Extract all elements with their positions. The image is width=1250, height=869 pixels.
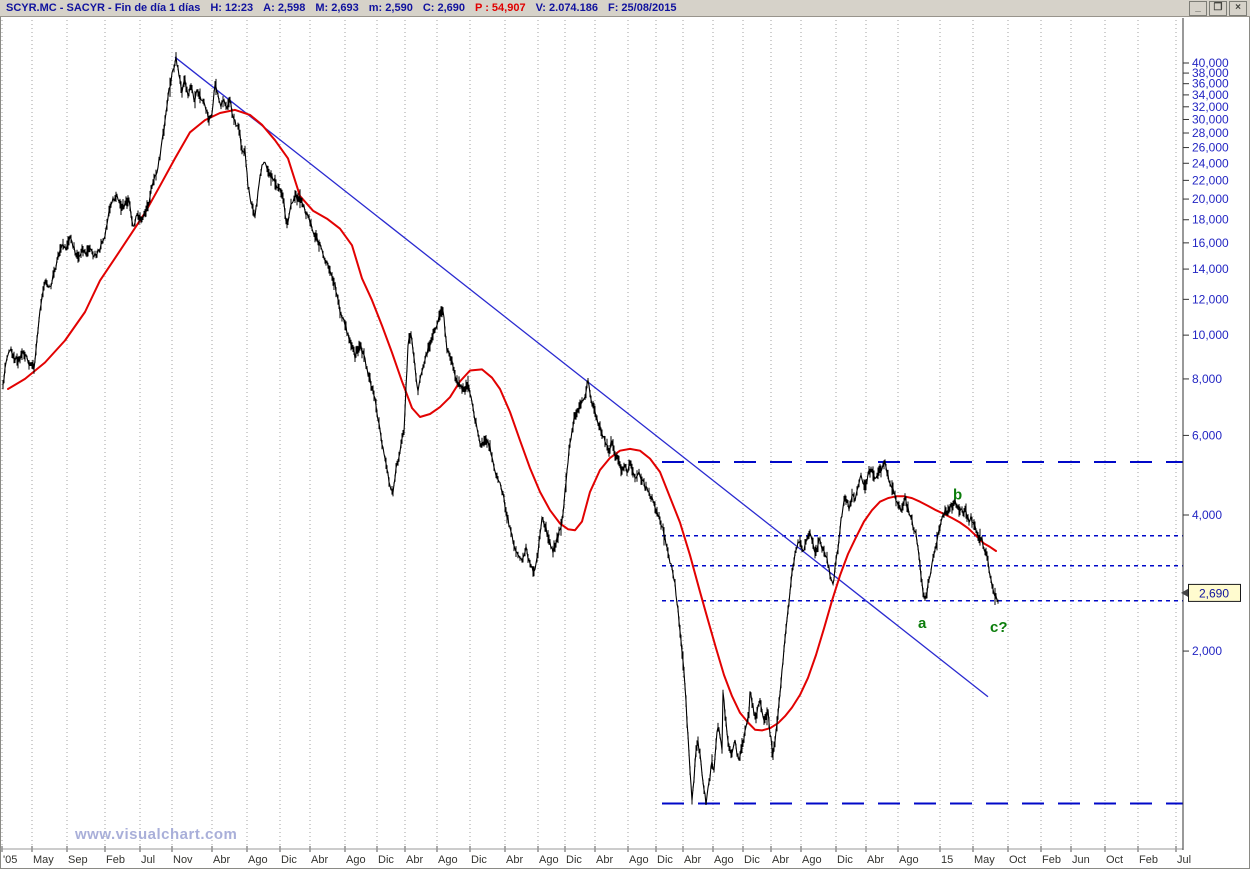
- y-axis-tick-label: 20,000: [1192, 192, 1229, 206]
- price-tag-arrow-icon: [1181, 588, 1188, 597]
- quote-date: F: 25/08/2015: [607, 2, 677, 14]
- moving-average-line: [7, 108, 997, 732]
- y-axis-tick-label: 28,000: [1192, 126, 1229, 140]
- x-axis-tick-label: Ago: [714, 854, 734, 866]
- x-axis-tick-label: Dic: [378, 854, 394, 866]
- wave-annotation: c?: [990, 619, 1008, 636]
- symbol-title: SCYR.MC - SACYR - Fin de día 1 días: [6, 2, 201, 14]
- y-axis-tick-label: 24,000: [1192, 156, 1229, 170]
- x-axis-tick-label: Feb: [1042, 854, 1061, 866]
- x-axis-tick-label: Dic: [566, 854, 582, 866]
- x-axis-tick-label: Ago: [899, 854, 919, 866]
- x-axis-tick-label: May: [974, 854, 995, 866]
- y-axis-tick-label: 30,000: [1192, 112, 1229, 126]
- window-controls: _ ❒ ×: [1189, 0, 1247, 16]
- x-axis-tick-label: Feb: [106, 854, 125, 866]
- quote-volume: V: 2.074.186: [535, 2, 598, 14]
- price-series-bars: [2, 52, 999, 805]
- y-axis-tick-label: 8,000: [1192, 372, 1222, 386]
- x-axis-tick-label: Dic: [744, 854, 760, 866]
- quote-open: A: 2,598: [263, 2, 306, 14]
- x-axis-tick-label: Abr: [596, 854, 613, 866]
- x-axis-tick-label: Dic: [837, 854, 853, 866]
- x-axis-tick-label: Ago: [802, 854, 822, 866]
- wave-annotation: a: [918, 615, 927, 632]
- y-axis-tick-label: 14,000: [1192, 262, 1229, 276]
- current-price-tag: 2,690: [1199, 586, 1229, 600]
- x-axis-tick-label: Abr: [772, 854, 789, 866]
- y-axis-tick-label: 16,000: [1192, 236, 1229, 250]
- x-axis-tick-label: Abr: [406, 854, 423, 866]
- trendline: [174, 56, 989, 698]
- y-axis-tick-label: 26,000: [1192, 141, 1229, 155]
- quote-change: P : 54,907: [475, 2, 526, 14]
- x-axis-tick-label: '05: [3, 854, 17, 866]
- y-axis-tick-label: 36,000: [1192, 77, 1229, 91]
- x-axis-tick-label: 15: [941, 854, 953, 866]
- y-axis-tick-label: 2,000: [1192, 644, 1222, 658]
- y-axis-tick-label: 22,000: [1192, 173, 1229, 187]
- y-axis-tick-label: 32,000: [1192, 100, 1229, 114]
- x-axis-tick-label: Ago: [438, 854, 458, 866]
- maximize-button[interactable]: ❒: [1209, 0, 1227, 16]
- y-axis-tick-label: 12,000: [1192, 292, 1229, 306]
- y-axis-tick-label: 38,000: [1192, 66, 1229, 80]
- y-axis-tick-label: 4,000: [1192, 508, 1222, 522]
- x-axis-tick-label: Nov: [173, 854, 193, 866]
- close-button[interactable]: ×: [1229, 0, 1247, 16]
- x-axis-tick-label: Ago: [346, 854, 366, 866]
- x-axis-tick-label: Ago: [539, 854, 559, 866]
- x-axis-tick-label: Abr: [213, 854, 230, 866]
- y-axis-tick-label: 18,000: [1192, 213, 1229, 227]
- quote-time: H: 12:23: [210, 2, 254, 14]
- x-axis-tick-label: Abr: [506, 854, 523, 866]
- x-axis-tick-label: Oct: [1106, 854, 1123, 866]
- x-axis-tick-label: Abr: [311, 854, 328, 866]
- x-axis-tick-label: Oct: [1009, 854, 1026, 866]
- window-title-bar: SCYR.MC - SACYR - Fin de día 1 días H: 1…: [0, 0, 1250, 17]
- x-axis-tick-label: May: [33, 854, 54, 866]
- x-axis-tick-label: Sep: [68, 854, 88, 866]
- quote-close: C: 2,690: [422, 2, 466, 14]
- x-axis-tick-label: Dic: [657, 854, 673, 866]
- watermark: www.visualchart.com: [74, 826, 237, 843]
- quote-high: M: 2,693: [315, 2, 359, 14]
- x-axis-tick-label: Jun: [1072, 854, 1090, 866]
- x-axis-tick-label: Dic: [281, 854, 297, 866]
- x-axis-tick-label: Feb: [1139, 854, 1158, 866]
- wave-annotation: b: [953, 487, 962, 504]
- y-axis-tick-label: 10,000: [1192, 328, 1229, 342]
- x-axis-tick-label: Abr: [867, 854, 884, 866]
- minimize-button[interactable]: _: [1189, 0, 1207, 16]
- y-axis-tick-label: 40,000: [1192, 56, 1229, 70]
- x-axis-tick-label: Dic: [471, 854, 487, 866]
- x-axis-tick-label: Jul: [141, 854, 155, 866]
- x-axis-tick-label: Ago: [248, 854, 268, 866]
- current-price-tag-box: [1188, 583, 1241, 602]
- y-axis-tick-label: 34,000: [1192, 88, 1229, 102]
- x-axis-tick-label: Jul: [1177, 854, 1191, 866]
- price-series: [2, 56, 999, 806]
- y-axis-tick-label: 6,000: [1192, 428, 1222, 442]
- quote-low: m: 2,590: [368, 2, 413, 14]
- x-axis-tick-label: Abr: [684, 854, 701, 866]
- x-axis-tick-label: Ago: [629, 854, 649, 866]
